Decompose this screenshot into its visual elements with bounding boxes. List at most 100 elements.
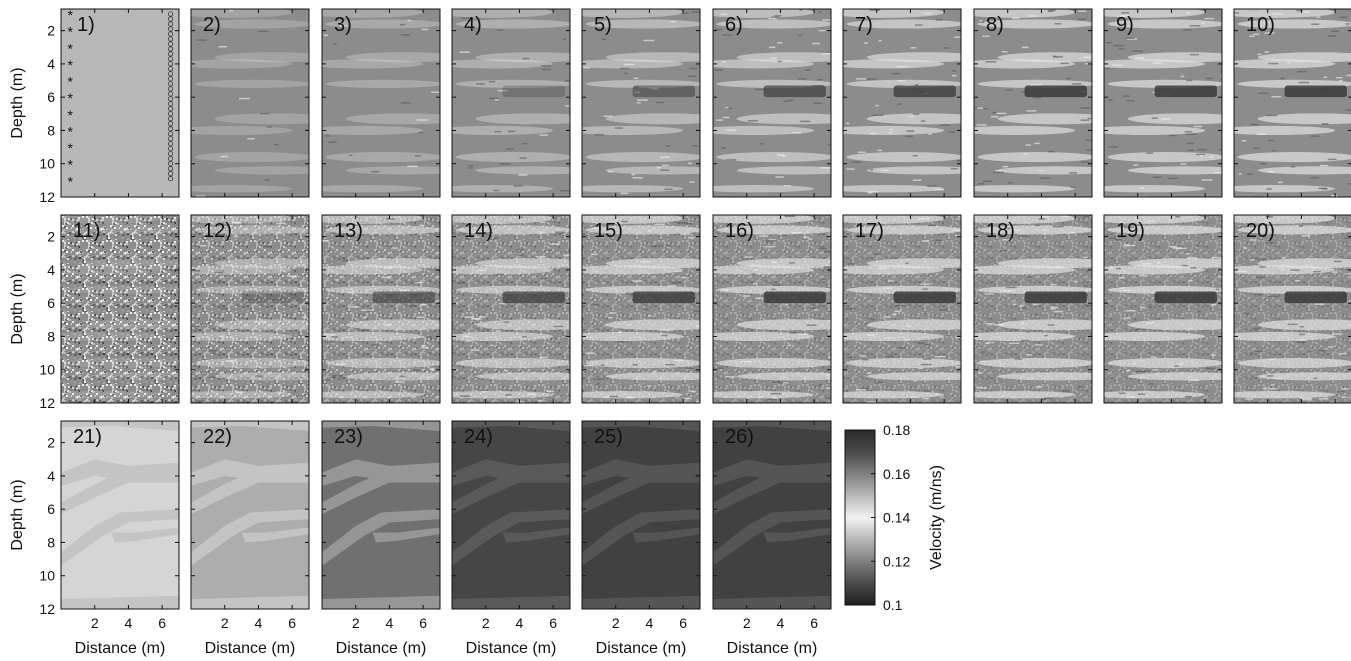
texture-streak	[1257, 133, 1267, 135]
texture-streak	[674, 270, 683, 273]
texture-streak	[924, 343, 931, 346]
panel-label: 24)	[464, 426, 493, 448]
texture-streak	[264, 179, 270, 181]
texture-streak	[753, 283, 757, 285]
texture-streak	[384, 324, 392, 326]
texture-streak	[414, 155, 422, 157]
light-layer	[716, 225, 831, 235]
panel-border	[321, 8, 441, 198]
receiver-marker	[168, 101, 174, 107]
texture-streak	[1209, 155, 1214, 158]
texture-streak	[828, 270, 831, 272]
light-layer	[977, 19, 1092, 29]
light-layer	[452, 59, 554, 69]
texture-streak	[1021, 46, 1029, 49]
texture-streak	[636, 102, 641, 104]
light-layer	[585, 358, 700, 369]
texture-streak	[1199, 155, 1204, 157]
texture-streak	[489, 97, 499, 100]
texture-streak	[1180, 75, 1185, 78]
texture-streak	[377, 257, 387, 260]
texture-streak	[1150, 356, 1157, 358]
light-layer	[455, 79, 570, 88]
texture-streak	[1089, 247, 1092, 249]
light-layer	[214, 372, 309, 381]
texture-streak	[384, 267, 392, 269]
texture-streak	[625, 292, 636, 295]
texture-streak	[935, 19, 943, 21]
texture-streak	[928, 133, 932, 135]
texture-streak	[927, 224, 936, 227]
panel-label: 4)	[464, 14, 482, 36]
texture-streak	[1018, 235, 1030, 237]
texture-streak	[770, 392, 782, 395]
light-layer	[1234, 331, 1336, 342]
colorbar-label: Velocity (m/ns)	[928, 465, 945, 570]
texture-streak	[427, 376, 433, 378]
texture-streak	[219, 335, 225, 338]
light-layer	[1104, 265, 1206, 275]
texture-streak	[371, 344, 379, 346]
texture-streak	[276, 391, 285, 393]
texture-streak	[823, 266, 831, 268]
texture-streak	[494, 99, 499, 101]
xtick-label: 6	[549, 615, 557, 631]
texture-streak	[1148, 383, 1154, 385]
receiver-marker	[168, 56, 174, 62]
texture-streak	[1013, 229, 1021, 231]
texture-streak	[810, 307, 817, 309]
light-layer	[325, 225, 440, 235]
texture-streak	[938, 309, 948, 311]
texture-streak	[1189, 53, 1200, 56]
texture-streak	[1245, 398, 1253, 400]
light-layer	[605, 372, 700, 381]
texture-streak	[817, 78, 823, 81]
texture-streak	[541, 277, 547, 280]
colorbar-tick-label: 0.16	[883, 466, 910, 482]
light-layer	[322, 9, 424, 18]
texture-streak	[912, 113, 920, 115]
texture-streak	[601, 282, 606, 284]
channel-shape	[452, 472, 570, 515]
texture-streak	[1220, 70, 1222, 73]
texture-streak	[768, 239, 776, 241]
receiver-marker	[168, 126, 174, 132]
texture-streak	[1338, 352, 1347, 355]
light-layer	[977, 358, 1092, 369]
texture-streak	[643, 308, 649, 311]
texture-streak	[418, 131, 424, 134]
texture-streak	[196, 195, 206, 197]
panel-2: 2)	[190, 8, 310, 198]
texture-streak	[882, 287, 893, 289]
texture-streak	[568, 362, 570, 364]
panel-fill	[322, 9, 440, 197]
texture-streak	[1034, 386, 1043, 388]
texture-streak	[992, 111, 997, 114]
texture-streak	[301, 316, 308, 318]
texture-streak	[910, 396, 916, 398]
light-layer	[322, 59, 424, 69]
texture-streak	[1256, 294, 1263, 296]
receiver-marker	[168, 46, 174, 52]
texture-streak	[1135, 370, 1145, 373]
texture-streak	[665, 145, 671, 147]
texture-streak	[1344, 237, 1351, 239]
channel-shape	[452, 509, 570, 566]
texture-streak	[217, 280, 222, 282]
texture-streak	[877, 267, 888, 269]
texture-streak	[1313, 377, 1318, 380]
light-layer	[843, 185, 945, 193]
panel-12: 12)	[190, 214, 310, 404]
texture-streak	[1281, 256, 1285, 259]
panel-23: 23) 2 4 6 Distance (m)	[321, 420, 441, 657]
ytick-label: 2	[47, 23, 55, 39]
texture-streak	[983, 180, 993, 183]
xtick-label: 2	[221, 615, 229, 631]
texture-streak	[1298, 81, 1309, 84]
texture-streak	[1118, 48, 1125, 50]
receiver-marker	[168, 61, 174, 67]
texture-streak	[1249, 239, 1257, 241]
texture-streak	[453, 332, 463, 334]
texture-streak	[769, 46, 776, 49]
light-layer	[713, 265, 815, 275]
